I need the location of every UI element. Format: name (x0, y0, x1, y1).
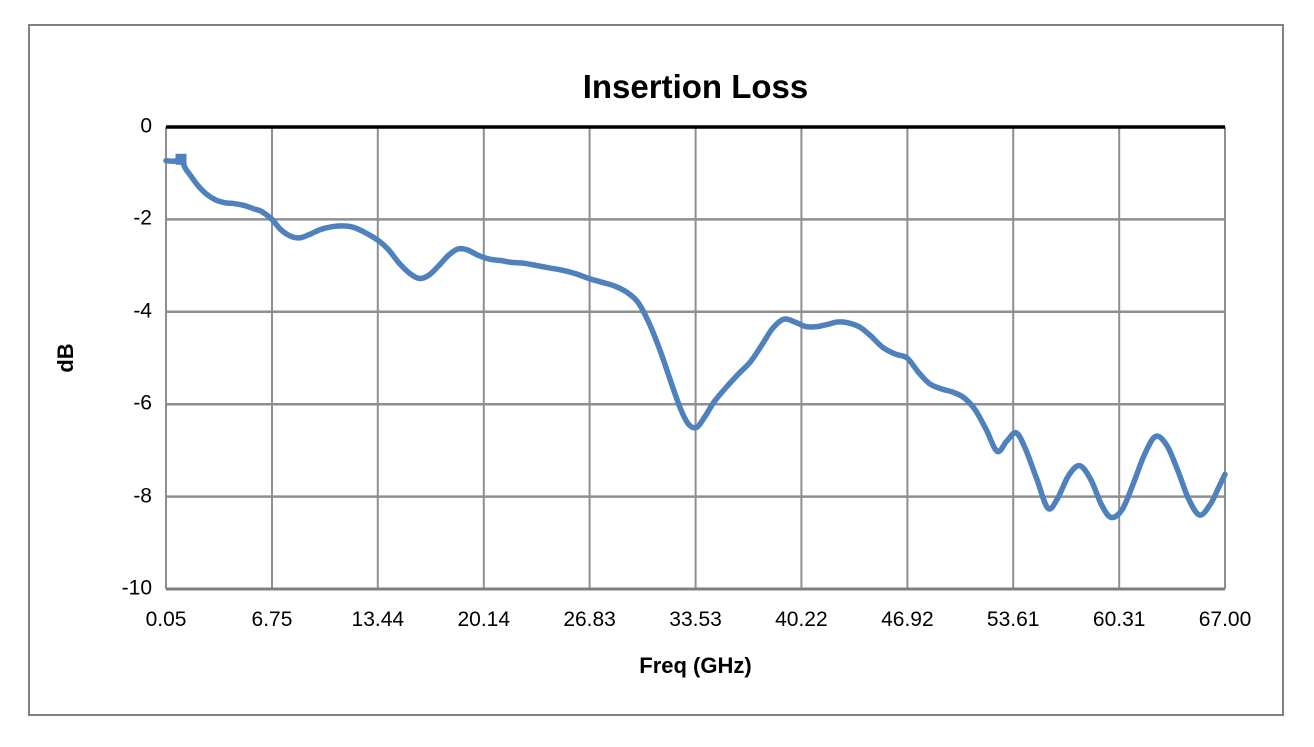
y-axis-title: dB (53, 343, 78, 373)
x-tick-label: 60.31 (1092, 608, 1146, 631)
x-tick-label: 0.05 (145, 608, 187, 631)
plot-area (163, 125, 1228, 591)
x-tick-label: 67.00 (1198, 608, 1252, 631)
series-start-marker (175, 153, 187, 165)
y-tick-label: -2 (133, 206, 152, 230)
y-tick-label: -10 (121, 576, 152, 600)
x-tick-label: 33.53 (669, 608, 722, 631)
x-tick-label: 6.75 (251, 608, 293, 631)
y-tick-label: 0 (140, 114, 152, 138)
y-tick-label: -4 (133, 299, 152, 323)
x-tick-label: 53.61 (986, 608, 1040, 631)
chart-border (28, 24, 1284, 716)
insertion-loss-line (163, 155, 1228, 521)
insertion-loss-plot (163, 125, 1228, 591)
y-tick-label: -8 (133, 484, 152, 508)
x-axis-title: Freq (GHz) (639, 653, 752, 678)
chart-title: Insertion Loss (582, 68, 809, 105)
x-tick-label: 40.22 (775, 608, 828, 631)
x-tick-label: 20.14 (457, 608, 511, 631)
x-tick-label: 13.44 (351, 608, 405, 631)
y-tick-label: -6 (133, 391, 152, 415)
x-tick-label: 26.83 (563, 608, 616, 631)
x-tick-label: 46.92 (881, 608, 934, 631)
